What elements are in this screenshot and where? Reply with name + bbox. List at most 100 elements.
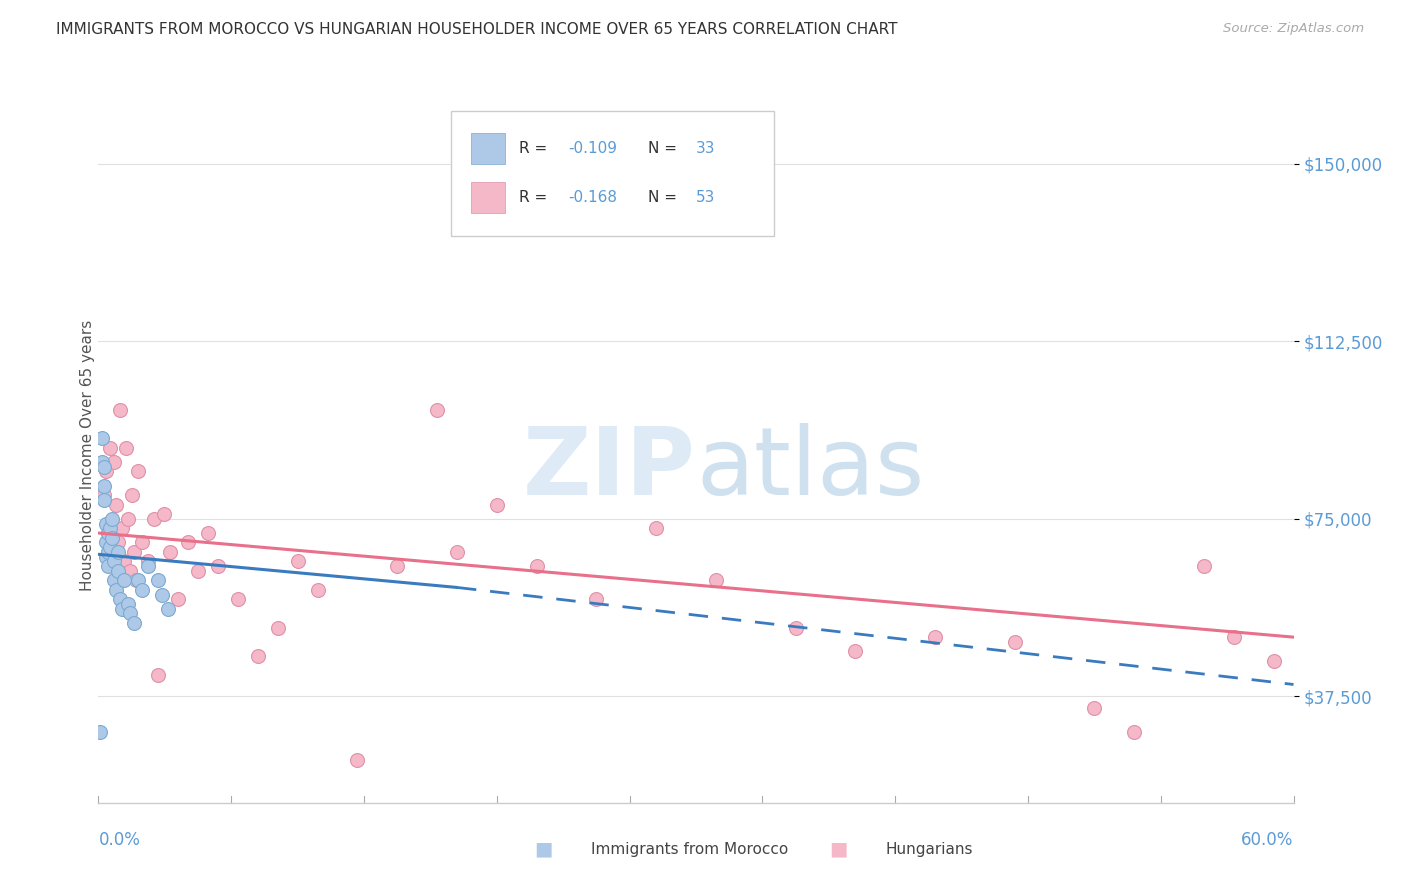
Point (207, 559, 229, 574)
Point (246, 649, 269, 664)
Point (1083, 701, 1105, 715)
Point (785, 621, 807, 635)
Point (1004, 635, 1026, 649)
Point (167, 592, 190, 607)
Text: 33: 33 (696, 141, 716, 156)
Point (96, 549, 118, 564)
Point (96, 535, 118, 549)
Point (526, 559, 548, 574)
FancyBboxPatch shape (471, 182, 505, 213)
Point (187, 564, 209, 578)
Point (148, 574, 170, 588)
Text: Hungarians: Hungarians (886, 842, 973, 856)
Point (97, 559, 120, 574)
Point (112, 574, 135, 588)
Point (1192, 559, 1215, 574)
Point (117, 512, 139, 526)
Point (107, 535, 129, 549)
Point (112, 554, 135, 568)
Point (1222, 630, 1246, 644)
FancyBboxPatch shape (451, 111, 773, 235)
Point (485, 498, 508, 512)
Text: -0.168: -0.168 (568, 190, 617, 205)
Point (127, 574, 149, 588)
Point (645, 521, 668, 535)
Point (426, 403, 449, 417)
Point (446, 545, 468, 559)
Point (101, 516, 124, 531)
Point (125, 574, 148, 588)
Point (96, 516, 118, 531)
Point (157, 601, 180, 615)
Point (105, 582, 128, 597)
Point (107, 564, 129, 578)
Point (197, 526, 219, 541)
Point (131, 582, 153, 597)
Point (103, 574, 125, 588)
Point (159, 545, 181, 559)
Text: 53: 53 (696, 190, 716, 205)
Point (150, 588, 173, 602)
Point (93, 488, 115, 502)
Y-axis label: Householder Income Over 65 years: Householder Income Over 65 years (80, 319, 94, 591)
Point (287, 554, 309, 568)
Text: Source: ZipAtlas.com: Source: ZipAtlas.com (1223, 22, 1364, 36)
Text: N =: N = (648, 190, 682, 205)
Text: ZIP: ZIP (523, 423, 696, 515)
Point (121, 488, 143, 502)
Point (346, 753, 368, 767)
Point (91, 455, 114, 469)
Text: ■: ■ (534, 839, 553, 859)
Point (136, 554, 159, 568)
Point (153, 507, 176, 521)
Point (89, 724, 111, 739)
Point (1263, 654, 1285, 668)
Point (124, 545, 146, 559)
Point (127, 465, 149, 479)
Point (105, 498, 128, 512)
Point (97, 545, 120, 559)
Point (143, 512, 166, 526)
Point (111, 521, 134, 535)
Point (110, 592, 132, 607)
Point (91, 431, 114, 445)
Point (93, 478, 115, 492)
Point (385, 559, 409, 574)
Point (101, 531, 124, 545)
Point (136, 559, 159, 574)
FancyBboxPatch shape (471, 133, 505, 164)
Point (115, 441, 138, 455)
Text: ■: ■ (830, 839, 848, 859)
Point (98, 521, 122, 535)
Point (103, 554, 125, 568)
Text: 0.0%: 0.0% (98, 831, 141, 849)
Point (307, 582, 329, 597)
Text: -0.109: -0.109 (568, 141, 617, 156)
Point (267, 621, 290, 635)
Point (98, 441, 122, 455)
Point (120, 564, 142, 578)
Point (124, 615, 146, 630)
Point (93, 492, 115, 507)
Point (585, 592, 607, 607)
Point (93, 459, 115, 474)
Point (117, 597, 139, 611)
Point (704, 574, 727, 588)
Point (148, 668, 170, 682)
Point (844, 644, 866, 658)
Point (131, 535, 153, 549)
Text: atlas: atlas (696, 423, 924, 515)
Point (120, 607, 142, 621)
Point (97, 526, 120, 541)
Text: N =: N = (648, 141, 682, 156)
Point (101, 512, 124, 526)
Text: IMMIGRANTS FROM MOROCCO VS HUNGARIAN HOUSEHOLDER INCOME OVER 65 YEARS CORRELATIO: IMMIGRANTS FROM MOROCCO VS HUNGARIAN HOU… (56, 22, 898, 37)
Point (97, 526, 120, 541)
Point (110, 403, 132, 417)
Point (97, 545, 120, 559)
Point (111, 601, 134, 615)
Point (98, 540, 122, 554)
Point (1123, 724, 1146, 739)
Text: R =: R = (519, 141, 553, 156)
Point (226, 592, 249, 607)
